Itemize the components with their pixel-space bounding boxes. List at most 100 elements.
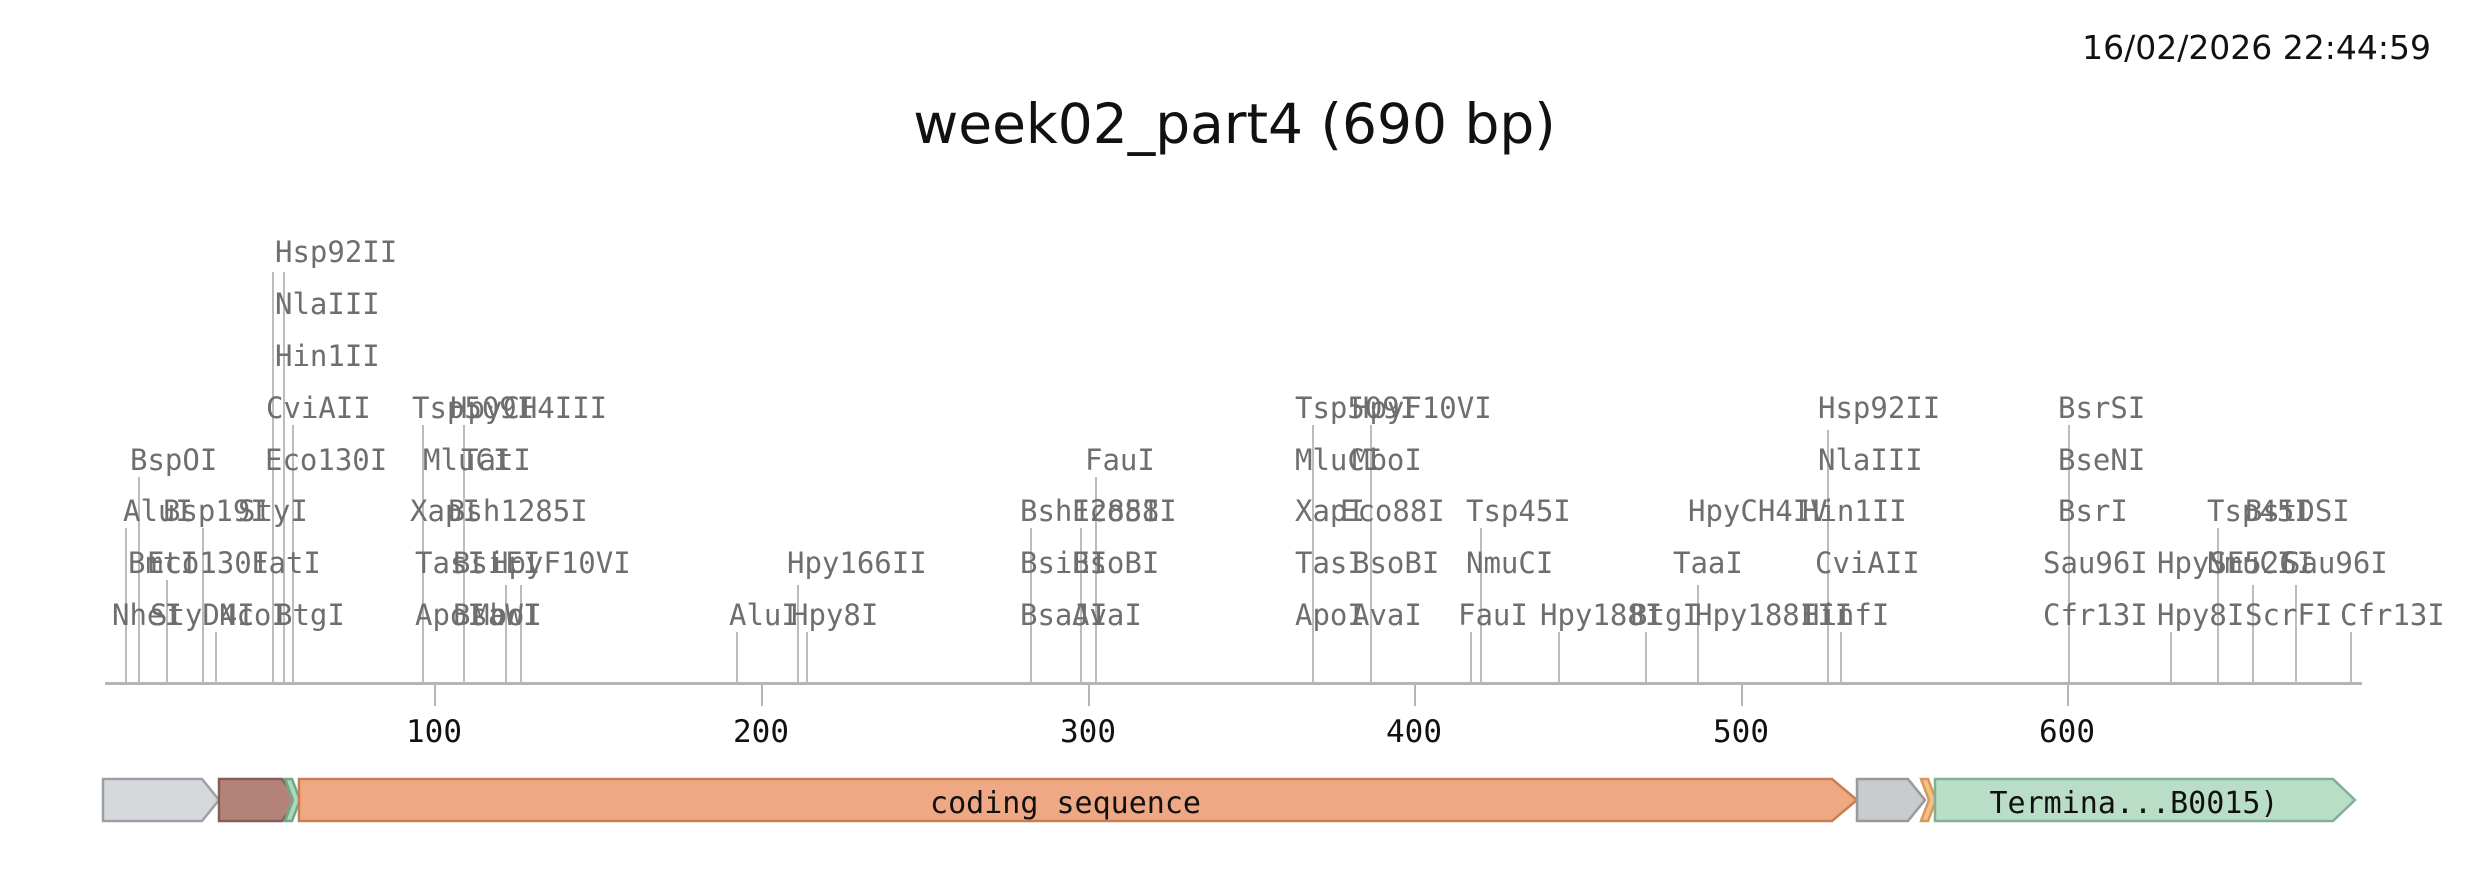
enzyme-label-BsrSI[interactable]: BsrSI	[2058, 391, 2146, 425]
site-line	[1480, 528, 1482, 682]
enzyme-label-HpyF10VI[interactable]: HpyF10VI	[1352, 391, 1492, 425]
ruler-tick-label: 200	[733, 714, 789, 750]
enzyme-label-Bsp19I[interactable]: Bsp19I	[163, 494, 268, 528]
enzyme-label-ApoI[interactable]: ApoI	[1295, 598, 1365, 632]
enzyme-label-FauI[interactable]: FauI	[1458, 598, 1528, 632]
enzyme-label-BsaWI[interactable]: BsaWI	[453, 598, 541, 632]
scar-chevron-left[interactable]	[283, 777, 302, 823]
enzyme-label-Bsh1285I[interactable]: Bsh1285I	[448, 494, 588, 528]
feature-gray-right[interactable]	[1855, 777, 1927, 823]
enzyme-label-BsiEI[interactable]: BsiEI	[453, 546, 541, 580]
enzyme-label-Hin1II[interactable]: Hin1II	[275, 339, 380, 373]
enzyme-label-HpySE526I[interactable]: HpySE526I	[2157, 546, 2315, 580]
enzyme-label-MluCI[interactable]: MluCI	[423, 443, 511, 477]
enzyme-label-Hpy188III[interactable]: Hpy188III	[1695, 598, 1853, 632]
site-line	[283, 272, 285, 682]
enzyme-label-Sau96I[interactable]: Sau96I	[2043, 546, 2148, 580]
enzyme-label-Cfr13I[interactable]: Cfr13I	[2340, 598, 2445, 632]
enzyme-label-MboI[interactable]: MboI	[472, 598, 542, 632]
enzyme-label-BsoBI[interactable]: BsoBI	[1352, 546, 1440, 580]
enzyme-label-BseNI[interactable]: BseNI	[2058, 443, 2146, 477]
site-line	[2068, 425, 2070, 682]
enzyme-label-ScrFI[interactable]: ScrFI	[2245, 598, 2333, 632]
enzyme-label-XapI[interactable]: XapI	[1295, 494, 1365, 528]
enzyme-label-Hpy166II[interactable]: Hpy166II	[787, 546, 927, 580]
enzyme-label-Hpy8I[interactable]: Hpy8I	[2157, 598, 2245, 632]
enzyme-label-Hpy8I[interactable]: Hpy8I	[791, 598, 879, 632]
enzyme-label-TasI[interactable]: TasI	[1295, 546, 1365, 580]
enzyme-label-ApoI[interactable]: ApoI	[415, 598, 485, 632]
enzyme-label-AluI[interactable]: AluI	[729, 598, 799, 632]
export-timestamp: 16/02/2026 22:44:59	[2082, 28, 2431, 67]
site-line	[806, 632, 808, 682]
enzyme-label-NcoI[interactable]: NcoI	[219, 598, 289, 632]
enzyme-label-StyD4I[interactable]: StyD4I	[150, 598, 255, 632]
enzyme-label-Hsp92II[interactable]: Hsp92II	[275, 235, 398, 269]
enzyme-label-TasI[interactable]: TasI	[415, 546, 485, 580]
enzyme-label-Eco130I[interactable]: Eco130I	[147, 546, 270, 580]
enzyme-label-BsoBI[interactable]: BsoBI	[1072, 546, 1160, 580]
ruler-baseline	[105, 682, 2362, 685]
enzyme-label-StyI[interactable]: StyI	[238, 494, 308, 528]
enzyme-label-BsiEI[interactable]: BsiEI	[1020, 546, 1108, 580]
site-line	[422, 425, 424, 682]
enzyme-label-TaaI[interactable]: TaaI	[1673, 546, 1743, 580]
enzyme-label-NheI[interactable]: NheI	[112, 598, 182, 632]
enzyme-label-HpyCH4III[interactable]: HpyCH4III	[450, 391, 608, 425]
feature-coding-sequence[interactable]	[297, 777, 1859, 823]
enzyme-label-HpyCH4IV[interactable]: HpyCH4IV	[1688, 494, 1828, 528]
enzyme-label-Tsp45I[interactable]: Tsp45I	[2207, 494, 2312, 528]
enzyme-label-Tsp509I[interactable]: Tsp509I	[412, 391, 535, 425]
enzyme-label-Cfr13I[interactable]: Cfr13I	[2043, 598, 2148, 632]
site-line	[1645, 632, 1647, 682]
site-line	[1030, 528, 1032, 682]
ruler-tick-label: 500	[1713, 714, 1769, 750]
site-line	[1470, 632, 1472, 682]
enzyme-label-TatI[interactable]: TatI	[461, 443, 531, 477]
ruler-tick	[1414, 684, 1416, 706]
ruler-tick	[1741, 684, 1743, 706]
enzyme-label-XapI[interactable]: XapI	[410, 494, 480, 528]
enzyme-label-AvaI[interactable]: AvaI	[1072, 598, 1142, 632]
scar-chevron-right[interactable]	[1919, 777, 1938, 823]
enzyme-label-Hsp92II[interactable]: Hsp92II	[1818, 391, 1941, 425]
enzyme-label-Sau96I[interactable]: Sau96I	[2283, 546, 2388, 580]
ruler-tick-label: 400	[1386, 714, 1442, 750]
enzyme-label-MluCI[interactable]: MluCI	[1295, 443, 1383, 477]
enzyme-label-Hin1II[interactable]: Hin1II	[1802, 494, 1907, 528]
enzyme-label-Eco88I[interactable]: Eco88I	[1072, 494, 1177, 528]
enzyme-label-Bsh1285I[interactable]: Bsh1285I	[1020, 494, 1160, 528]
site-line	[202, 528, 204, 682]
enzyme-label-BstDSI[interactable]: BstDSI	[2245, 494, 2350, 528]
enzyme-label-MboI[interactable]: MboI	[1352, 443, 1422, 477]
enzyme-label-AvaI[interactable]: AvaI	[1352, 598, 1422, 632]
site-line	[292, 425, 294, 682]
enzyme-label-Tsp509I[interactable]: Tsp509I	[1295, 391, 1418, 425]
site-line	[1697, 585, 1699, 682]
ruler-tick	[761, 684, 763, 706]
feature-gray-left[interactable]	[101, 777, 221, 823]
enzyme-label-NmuCI[interactable]: NmuCI	[2207, 546, 2295, 580]
enzyme-label-Hpy188I[interactable]: Hpy188I	[1540, 598, 1663, 632]
enzyme-label-CviAII[interactable]: CviAII	[266, 391, 371, 425]
enzyme-label-BsaJI[interactable]: BsaJI	[1020, 598, 1108, 632]
enzyme-label-Tsp45I[interactable]: Tsp45I	[1466, 494, 1571, 528]
enzyme-label-HpyF10VI[interactable]: HpyF10VI	[491, 546, 631, 580]
enzyme-label-CviAII[interactable]: CviAII	[1815, 546, 1920, 580]
site-line	[272, 272, 274, 682]
enzyme-label-BtgI[interactable]: BtgI	[1630, 598, 1700, 632]
enzyme-label-FauI[interactable]: FauI	[1085, 443, 1155, 477]
enzyme-label-AluI[interactable]: AluI	[123, 494, 193, 528]
enzyme-label-NlaIII[interactable]: NlaIII	[1818, 443, 1923, 477]
enzyme-label-BspOI[interactable]: BspOI	[130, 443, 218, 477]
feature-terminator[interactable]	[1933, 777, 2357, 823]
enzyme-label-BmtI[interactable]: BmtI	[128, 546, 198, 580]
enzyme-label-FatI[interactable]: FatI	[251, 546, 321, 580]
enzyme-label-Eco130I[interactable]: Eco130I	[265, 443, 388, 477]
enzyme-label-BtgI[interactable]: BtgI	[275, 598, 345, 632]
enzyme-label-NlaIII[interactable]: NlaIII	[275, 287, 380, 321]
enzyme-label-NmuCI[interactable]: NmuCI	[1466, 546, 1554, 580]
enzyme-label-HinfI[interactable]: HinfI	[1802, 598, 1890, 632]
enzyme-label-Eco88I[interactable]: Eco88I	[1340, 494, 1445, 528]
enzyme-label-BsrI[interactable]: BsrI	[2058, 494, 2128, 528]
